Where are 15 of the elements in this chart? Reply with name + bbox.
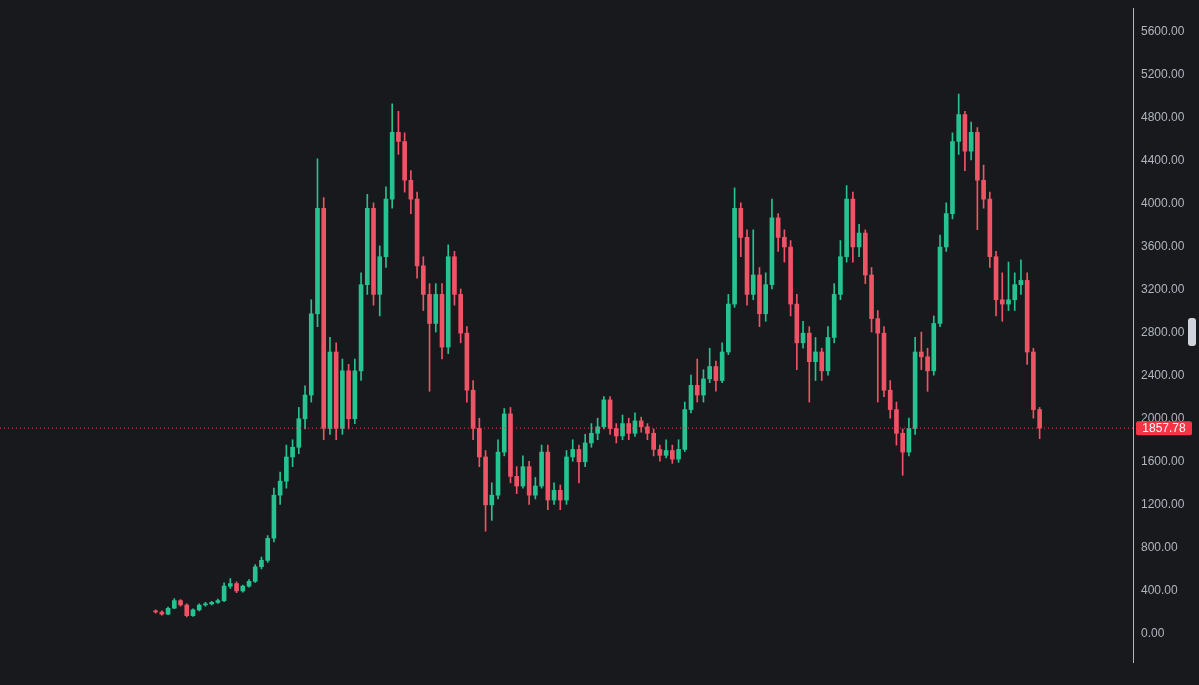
y-tick-label: 4400.00 [1141, 152, 1185, 167]
y-tick-label: 5600.00 [1141, 23, 1185, 38]
ref-line-label: 1857.78 [1142, 421, 1187, 436]
y-tick-label: 2800.00 [1141, 325, 1185, 339]
y-tick-label: 0.00 [1141, 626, 1165, 641]
y-tick-label: 2400.00 [1141, 368, 1185, 383]
y-tick-label: 1200.00 [1141, 497, 1185, 512]
y-tick-label: 400.00 [1141, 583, 1179, 598]
y-tick-label: 4000.00 [1141, 195, 1185, 210]
y-tick-label: 1600.00 [1141, 454, 1185, 469]
y-tick-label: 3200.00 [1141, 281, 1185, 296]
y-tick-label: 800.00 [1141, 540, 1179, 555]
y-tick-label: 3600.00 [1141, 238, 1185, 253]
y-tick-label: 5200.00 [1141, 66, 1185, 81]
y-tick-label: 4800.00 [1141, 109, 1185, 124]
